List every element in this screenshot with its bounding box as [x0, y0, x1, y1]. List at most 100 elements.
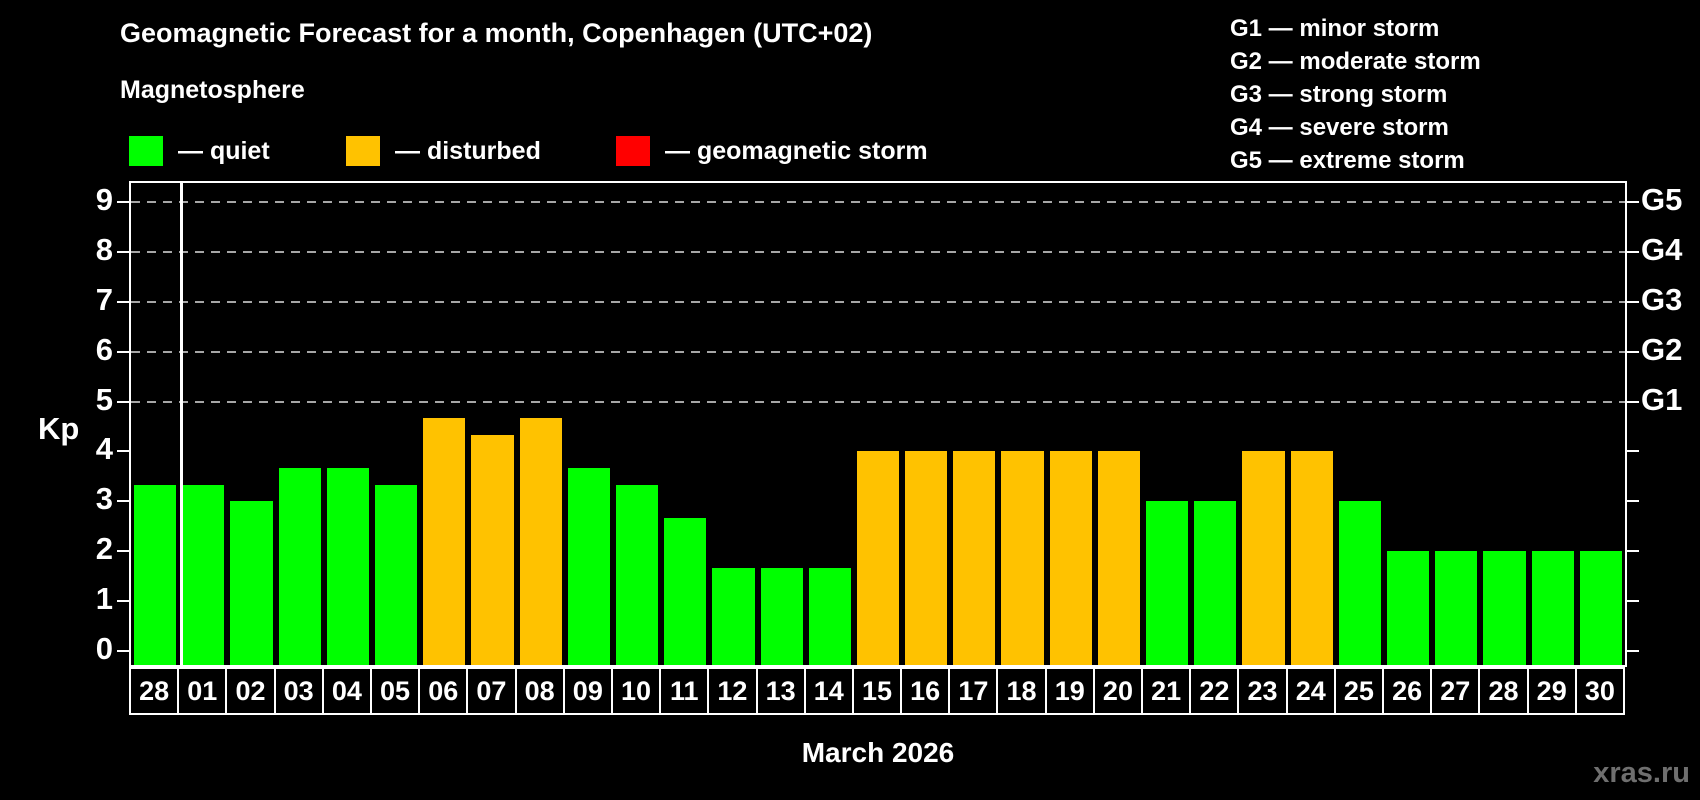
g-axis-label-g5: G5 [1641, 181, 1683, 217]
day-cell-07: 07 [466, 667, 517, 715]
grid-line-g2 [131, 350, 1625, 353]
bar-day-12 [712, 567, 755, 665]
day-cell-09: 09 [562, 667, 613, 715]
day-cell-11: 11 [659, 667, 710, 715]
day-cell-13: 13 [755, 667, 806, 715]
day-cell-15: 15 [851, 667, 903, 715]
day-cell-06: 06 [418, 667, 469, 715]
kp-tick-label-7: 7 [95, 281, 113, 317]
bar-day-19 [1049, 451, 1092, 665]
kp-tick-left-8 [117, 250, 129, 253]
g-scale-legend-line-g1: G1 — minor storm [1230, 15, 1440, 42]
kp-tick-right-0 [1627, 650, 1639, 652]
kp-tick-label-0: 0 [95, 631, 113, 666]
kp-tick-label-3: 3 [95, 481, 113, 517]
grid-line-g1 [131, 400, 1625, 403]
bar-day-28 [1483, 551, 1526, 665]
day-cell-03: 03 [273, 667, 324, 715]
day-cell-28: 28 [1478, 667, 1529, 715]
bar-day-13 [760, 567, 803, 665]
page-title: Geomagnetic Forecast for a month, Copenh… [120, 18, 873, 48]
kp-tick-right-3 [1627, 500, 1639, 503]
bar-day-01 [182, 484, 225, 665]
bar-day-21 [1146, 501, 1189, 665]
kp-tick-left-6 [117, 350, 129, 353]
day-cell-prev-28: 28 [129, 667, 180, 715]
bar-day-20 [1097, 451, 1141, 665]
grid-line-g5 [131, 200, 1625, 203]
storm-legend-swatch [616, 136, 650, 166]
kp-tick-right-4 [1627, 450, 1639, 453]
kp-tick-right-7 [1627, 300, 1639, 303]
kp-tick-label-5: 5 [95, 381, 113, 417]
bar-day-28 [134, 484, 177, 665]
bar-day-30 [1579, 551, 1622, 665]
day-cell-24: 24 [1285, 667, 1336, 715]
month-separator-line [180, 183, 183, 665]
bar-day-11 [664, 517, 707, 665]
bar-day-10 [615, 484, 659, 665]
kp-tick-right-2 [1627, 550, 1639, 553]
bar-day-02 [230, 501, 273, 665]
day-cell-19: 19 [1044, 667, 1095, 715]
bar-day-27 [1435, 551, 1478, 665]
magnetosphere-legend-title: Magnetosphere [120, 76, 305, 104]
disturbed-legend-swatch [346, 136, 380, 166]
day-cell-18: 18 [996, 667, 1047, 715]
day-cell-12: 12 [707, 667, 758, 715]
day-cell-14: 14 [803, 667, 854, 715]
month-caption: March 2026 [801, 737, 955, 768]
kp-tick-label-1: 1 [95, 581, 113, 617]
g-scale-legend-line-g3: G3 — strong storm [1230, 81, 1448, 108]
bar-day-17 [953, 451, 996, 665]
g-axis-label-g4: G4 [1641, 231, 1683, 267]
bar-day-24 [1290, 451, 1333, 665]
day-cell-01: 01 [177, 667, 228, 715]
kp-tick-right-9 [1627, 200, 1639, 203]
kp-tick-left-1 [117, 600, 129, 603]
day-cell-21: 21 [1141, 667, 1192, 715]
day-cell-26: 26 [1382, 667, 1433, 715]
day-cell-16: 16 [900, 667, 951, 715]
bar-day-06 [423, 417, 466, 665]
day-cell-20: 20 [1092, 667, 1144, 715]
bar-day-04 [326, 467, 369, 665]
kp-axis-label: Kp [38, 411, 80, 446]
day-cell-27: 27 [1430, 667, 1481, 715]
kp-tick-left-9 [117, 200, 129, 203]
quiet-legend-label: — quiet [178, 137, 270, 165]
day-cell-23: 23 [1237, 667, 1288, 715]
kp-tick-right-8 [1627, 250, 1639, 253]
storm-legend-label: — geomagnetic storm [665, 137, 928, 165]
day-cell-25: 25 [1333, 667, 1385, 715]
bar-day-25 [1338, 501, 1382, 665]
watermark: xras.ru [1593, 757, 1690, 789]
day-cell-22: 22 [1189, 667, 1240, 715]
g-scale-legend-line-g4: G4 — severe storm [1230, 114, 1449, 141]
grid-line-g3 [131, 300, 1625, 303]
g-scale-legend-line-g5: G5 — extreme storm [1230, 147, 1465, 174]
kp-tick-label-2: 2 [95, 531, 113, 567]
kp-tick-right-6 [1627, 350, 1639, 353]
plot-area [129, 181, 1627, 667]
day-cell-10: 10 [610, 667, 662, 715]
bar-day-22 [1194, 501, 1237, 665]
kp-tick-left-0 [117, 650, 129, 652]
kp-tick-left-2 [117, 550, 129, 553]
day-cell-02: 02 [225, 667, 276, 715]
kp-tick-left-3 [117, 500, 129, 503]
bar-day-26 [1387, 551, 1430, 665]
g-axis-label-g3: G3 [1641, 281, 1683, 317]
kp-tick-right-1 [1627, 600, 1639, 603]
bar-day-18 [1001, 451, 1044, 665]
day-cell-05: 05 [369, 667, 421, 715]
day-cell-17: 17 [948, 667, 999, 715]
bar-day-15 [856, 451, 900, 665]
bar-day-14 [808, 567, 851, 665]
day-cell-29: 29 [1526, 667, 1577, 715]
day-cell-30: 30 [1574, 667, 1625, 715]
quiet-legend-swatch [129, 136, 163, 166]
bar-day-05 [374, 484, 418, 665]
g-axis-label-g1: G1 [1641, 381, 1683, 417]
bar-day-09 [567, 467, 610, 665]
